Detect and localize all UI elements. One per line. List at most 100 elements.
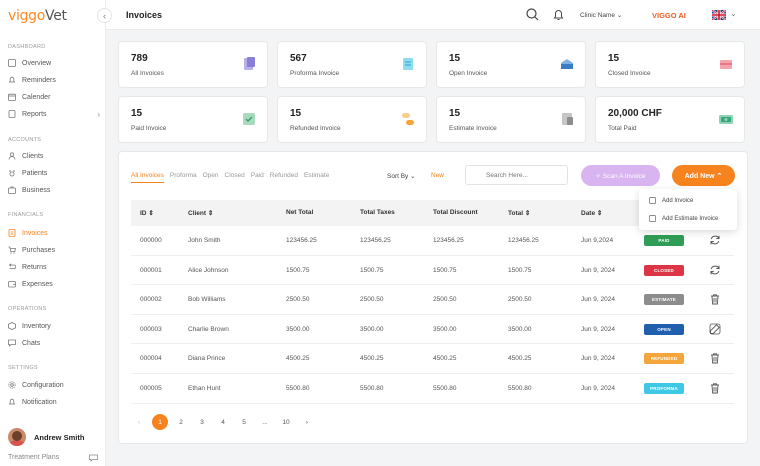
sidebar-item-calender[interactable]: Calender	[8, 90, 100, 104]
page-2[interactable]: 2	[179, 418, 183, 426]
menu-item-add-estimate-invoice[interactable]: Add Estimate Invoice	[649, 215, 718, 222]
collapse-sidebar-button[interactable]: ‹	[97, 8, 112, 23]
scan-invoice-button[interactable]: ✧ Scan A Invoice	[581, 165, 660, 186]
sidebar-item-overview[interactable]: Overview	[8, 56, 100, 70]
viggo-ai-button[interactable]: VIGGO AI	[652, 11, 686, 20]
column-header-id[interactable]: ID ⇕	[140, 209, 154, 217]
sidebar-item-notification[interactable]: Notification	[8, 395, 100, 409]
sidebar-item-purchases[interactable]: Purchases	[8, 243, 100, 257]
search-icon[interactable]	[526, 8, 539, 21]
sidebar-item-reports[interactable]: Reports ›	[8, 107, 100, 121]
edit-icon[interactable]	[709, 323, 721, 335]
sidebar-item-patients[interactable]: Patients	[8, 166, 100, 180]
logo-text-suffix: Vet	[45, 8, 67, 24]
column-header-date[interactable]: Date ⇕	[581, 209, 602, 217]
uk-flag-icon[interactable]	[712, 10, 726, 20]
sidebar-item-configuration[interactable]: Configuration	[8, 378, 100, 392]
add-new-button[interactable]: Add New ⌃	[672, 165, 735, 186]
page-10[interactable]: 10	[282, 418, 290, 426]
table-row[interactable]: 000004 Diana Prince 4500.25 4500.25 4500.25 4…	[131, 344, 734, 374]
stat-card-closed[interactable]: 15 Closed Invoice	[595, 41, 745, 88]
sidebar-item-expenses[interactable]: Expenses	[8, 277, 100, 291]
section-settings: SETTINGS	[8, 365, 38, 371]
menu-item-add-invoice[interactable]: Add Invoice	[649, 197, 693, 204]
table-row[interactable]: 000000 John Smith 123456.25 123456.25 123456…	[131, 226, 734, 256]
pagination-next[interactable]: ›	[305, 418, 309, 426]
tab-paid[interactable]: Paid	[250, 172, 264, 179]
sidebar-item-returns[interactable]: Returns	[8, 260, 100, 274]
column-header-client[interactable]: Client ⇕	[188, 209, 213, 217]
cart-icon	[8, 246, 16, 254]
page-4[interactable]: 4	[221, 418, 225, 426]
stat-card-proforma[interactable]: 567 Proforma Invoice	[277, 41, 427, 88]
stat-label: Proforma Invoice	[290, 70, 340, 77]
sidebar-item-reminders[interactable]: Reminders	[8, 73, 100, 87]
stat-card-estimate[interactable]: 15 Estimate Invoice	[436, 96, 586, 143]
stat-value: 15	[131, 108, 143, 119]
section-operations: OPERATIONS	[8, 306, 47, 312]
trash-icon[interactable]	[709, 382, 721, 394]
tab-estimate[interactable]: Estimate	[303, 172, 330, 179]
stat-value: 567	[290, 53, 307, 64]
cell-id: 000002	[140, 296, 162, 304]
user-profile[interactable]: Andrew Smith	[8, 428, 84, 446]
stat-card-open[interactable]: 15 Open Invoice	[436, 41, 586, 88]
cell-date: Jun 9, 2024	[581, 325, 615, 333]
trash-icon[interactable]	[709, 293, 721, 305]
refresh-icon[interactable]	[709, 234, 721, 246]
bell-icon[interactable]	[552, 8, 565, 21]
language-chevron-icon[interactable]: ⌄	[730, 9, 737, 18]
pagination-prev[interactable]: ‹	[137, 418, 141, 426]
column-header-total[interactable]: Total ⇕	[508, 209, 530, 217]
refresh-icon[interactable]	[709, 264, 721, 276]
page-3[interactable]: 3	[200, 418, 204, 426]
sort-dropdown[interactable]: Sort By ⌄	[387, 172, 416, 180]
cell-total: 3500.00	[508, 325, 532, 333]
status-badge: OPEN	[644, 323, 684, 335]
sidebar-item-inventory[interactable]: Inventory	[8, 319, 100, 333]
table-row[interactable]: 000005 Ethan Hunt 5500.80 5500.80 5500.80 550…	[131, 374, 734, 404]
sidebar-item-business[interactable]: Business	[8, 183, 100, 197]
sidebar-item-label: Clients	[22, 152, 44, 160]
sidebar-item-chats[interactable]: Chats	[8, 336, 100, 350]
cell-discount: 5500.80	[433, 385, 457, 392]
table-row[interactable]: 000003 Charlie Brown 3500.00 3500.00 3500.00…	[131, 315, 734, 345]
tab-all-invoices[interactable]: All Invoices	[131, 172, 164, 183]
sidebar-item-label: Patients	[22, 169, 48, 177]
tab-refunded[interactable]: Refunded	[269, 172, 298, 179]
table-row[interactable]: 000001 Alice Johnson 1500.75 1500.75 1500.75…	[131, 256, 734, 286]
section-dashboard: DASHBOARD	[8, 44, 46, 50]
tab-open[interactable]: Open	[202, 172, 219, 179]
cell-discount: 4500.25	[433, 355, 457, 363]
sparkle-icon: ✧	[595, 172, 603, 180]
tab-closed[interactable]: Closed	[224, 172, 245, 179]
box-icon	[8, 322, 16, 330]
sort-value[interactable]: New	[431, 172, 445, 179]
cell-client: Bob Williams	[188, 296, 226, 304]
cell-id: 000000	[140, 237, 162, 244]
trash-icon[interactable]	[709, 352, 721, 364]
stat-card-all-invoices[interactable]: 789 All Invoices	[118, 41, 268, 88]
menu-item-label: Add Estimate Invoice	[662, 215, 719, 222]
page-1[interactable]: 1	[152, 414, 168, 430]
cell-total: 1500.75	[508, 266, 532, 274]
stat-card-refunded[interactable]: 15 Refunded Invoice	[277, 96, 427, 143]
treatment-plans-link[interactable]: Treatment Plans	[8, 454, 98, 464]
stat-card-total-paid[interactable]: 20,000 CHF Total Paid	[595, 96, 745, 143]
clinic-selector[interactable]: Clinic Name ⌄	[580, 11, 622, 19]
cell-total: 5500.80	[508, 385, 532, 392]
sidebar-item-clients[interactable]: Clients	[8, 149, 100, 163]
pagination: ‹ 1 2 3 4 5 ... 10 ›	[131, 414, 320, 430]
sidebar-item-invoices[interactable]: Invoices	[8, 226, 100, 240]
table-row[interactable]: 000002 Bob Williams 2500.50 2500.50 2500.50 2…	[131, 285, 734, 315]
stat-label: Total Paid	[608, 125, 637, 132]
tab-proforma[interactable]: Proforma	[169, 172, 197, 179]
cell-taxes: 2500.50	[360, 296, 384, 304]
search-input[interactable]	[465, 165, 568, 185]
stat-card-paid[interactable]: 15 Paid Invoice	[118, 96, 268, 143]
status-badge: ESTIMATE	[644, 294, 684, 306]
sidebar-item-label: Notification	[22, 398, 57, 406]
app-logo[interactable]: viggoVet	[8, 8, 67, 24]
cell-net: 2500.50	[286, 296, 310, 304]
page-5[interactable]: 5	[242, 418, 246, 426]
